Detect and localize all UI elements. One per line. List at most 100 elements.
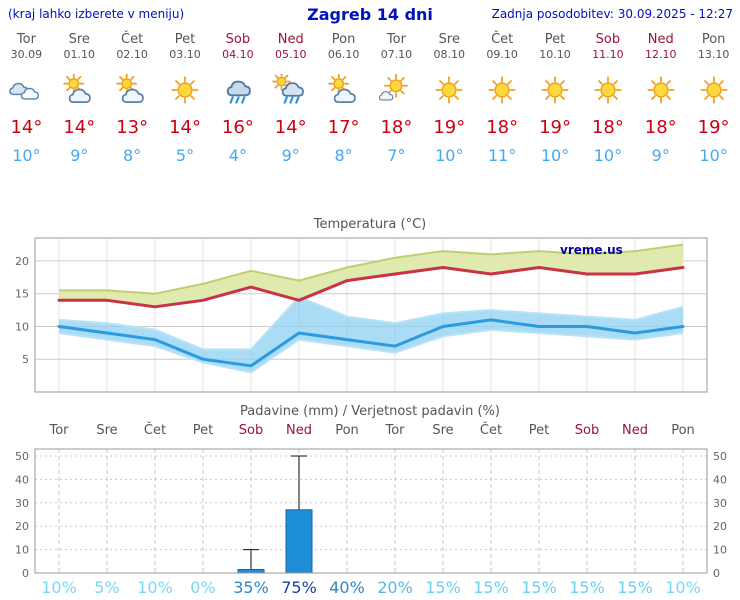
day-column[interactable]: Sob 04.10 16° 4°: [211, 28, 264, 165]
weather-rain-sun-icon: [264, 70, 317, 110]
precip-probability: 15%: [521, 578, 557, 597]
svg-text:50: 50: [713, 450, 727, 463]
precip-day-label: Sre: [432, 423, 454, 438]
day-low-temp: 10°: [593, 146, 623, 165]
day-column[interactable]: Ned 05.10 14° 9°: [264, 28, 317, 165]
day-low-temp: 8°: [334, 146, 353, 165]
day-name: Sre: [68, 32, 90, 47]
day-date: 07.10: [380, 48, 413, 61]
day-low-temp: 9°: [281, 146, 300, 165]
day-high-temp: 16°: [221, 117, 254, 138]
day-name: Tor: [386, 32, 406, 47]
svg-text:10: 10: [15, 320, 29, 333]
day-high-temp: 18°: [380, 117, 413, 138]
day-column[interactable]: Sre 08.10 19° 10°: [423, 28, 476, 165]
day-date: 06.10: [327, 48, 360, 61]
day-date: 30.09: [10, 48, 43, 61]
day-column[interactable]: Čet 09.10 18° 11°: [476, 28, 529, 165]
day-column[interactable]: Pon 06.10 17° 8°: [317, 28, 370, 165]
weather-cloudy-icon: [0, 70, 53, 110]
day-column[interactable]: Pon 13.10 19° 10°: [687, 28, 740, 165]
precip-probability: 15%: [425, 578, 461, 597]
weather-sunny-icon: [423, 70, 476, 110]
page-title: Zagreb 14 dni: [307, 5, 433, 24]
day-name: Čet: [121, 32, 144, 47]
svg-text:20: 20: [15, 255, 29, 268]
day-name: Čet: [491, 32, 514, 47]
svg-text:20: 20: [15, 520, 29, 533]
day-high-temp: 19°: [433, 117, 466, 138]
day-low-temp: 10°: [12, 146, 41, 165]
day-high-temp: 19°: [539, 117, 571, 138]
day-column[interactable]: Pet 10.10 19° 10°: [529, 28, 582, 165]
weather-sunny-icon: [581, 70, 634, 110]
day-high-temp: 18°: [486, 117, 519, 138]
precip-day-label: Čet: [143, 423, 167, 438]
day-column[interactable]: Tor 07.10 18° 7°: [370, 28, 423, 165]
precip-day-label: Pet: [192, 423, 214, 438]
weather-sunny-icon: [634, 70, 687, 110]
day-date: 12.10: [644, 48, 677, 61]
day-column[interactable]: Ned 12.10 18° 9°: [634, 28, 687, 165]
precipitation-day-labels: Tor Sre Čet Pet Sob Ned Pon Tor Sre Čet Pet Sob Ned P…: [0, 423, 740, 440]
day-column[interactable]: Tor 30.09 14° 10°: [0, 28, 53, 165]
precip-day-label: Pon: [335, 423, 359, 438]
precip-probability: 5%: [94, 578, 120, 597]
day-date: 04.10: [222, 48, 254, 61]
location-hint: (kraj lahko izberete v meniju): [8, 7, 185, 21]
precip-day-label: Pet: [528, 423, 550, 438]
day-name: Tor: [16, 32, 36, 47]
day-name: Pet: [544, 32, 566, 47]
precip-probability: 10%: [41, 578, 77, 597]
temperature-chart-title: Temperatura (°C): [313, 217, 427, 232]
weather-sunny-icon: [476, 70, 529, 110]
day-date: 10.10: [539, 48, 571, 61]
day-name: Ned: [277, 32, 304, 47]
day-name: Sob: [225, 32, 251, 47]
day-high-temp: 18°: [591, 117, 624, 138]
precip-day-label: Čet: [479, 423, 503, 438]
day-date: 13.10: [697, 48, 730, 61]
day-date: 01.10: [63, 48, 96, 61]
precip-day-label: Tor: [385, 423, 405, 438]
day-name: Sob: [595, 32, 621, 47]
day-low-temp: 9°: [70, 146, 89, 165]
day-date: 02.10: [116, 48, 148, 61]
precip-probability: 0%: [190, 578, 216, 597]
precip-day-label: Tor: [49, 423, 69, 438]
precip-probability: 10%: [137, 578, 173, 597]
weather-partly-cloudy-icon: [53, 70, 106, 110]
precip-day-label: Sob: [574, 423, 600, 438]
weather-rain-icon: [211, 70, 264, 110]
precip-probability: 35%: [233, 578, 269, 597]
day-date: 05.10: [274, 48, 307, 61]
precip-probability: 15%: [473, 578, 509, 597]
last-updated: Zadnja posodobitev: 30.09.2025 - 12:27: [491, 7, 733, 21]
day-high-temp: 18°: [644, 117, 677, 138]
day-high-temp: 14°: [274, 117, 307, 138]
precip-day-label: Sre: [96, 423, 118, 438]
weather-partly-cloudy-icon: [106, 70, 159, 110]
day-low-temp: 10°: [540, 146, 570, 165]
precip-day-label: Ned: [622, 423, 648, 438]
precip-probability: 40%: [329, 578, 365, 597]
weather-mostly-sunny-icon: [370, 70, 423, 110]
day-column[interactable]: Sre 01.10 14° 9°: [53, 28, 106, 165]
day-column[interactable]: Čet 02.10 13° 8°: [106, 28, 159, 165]
day-high-temp: 19°: [697, 117, 730, 138]
day-low-temp: 8°: [123, 146, 142, 165]
svg-text:0: 0: [22, 567, 29, 579]
day-column[interactable]: Sob 11.10 18° 10°: [581, 28, 634, 165]
precip-probability: 15%: [569, 578, 605, 597]
svg-text:30: 30: [15, 497, 29, 510]
day-name: Pon: [701, 32, 726, 47]
precip-probability: 10%: [665, 578, 701, 597]
day-low-temp: 7°: [387, 146, 406, 165]
day-column[interactable]: Pet 03.10 14° 5°: [159, 28, 212, 165]
precip-probability: 20%: [377, 578, 413, 597]
precipitation-chart: 0 0 10 10 20 20 30 30 40 40 50 50: [15, 448, 727, 579]
svg-text:15: 15: [15, 288, 29, 301]
day-high-temp: 13°: [116, 117, 149, 138]
precip-day-label: Sob: [238, 423, 264, 438]
